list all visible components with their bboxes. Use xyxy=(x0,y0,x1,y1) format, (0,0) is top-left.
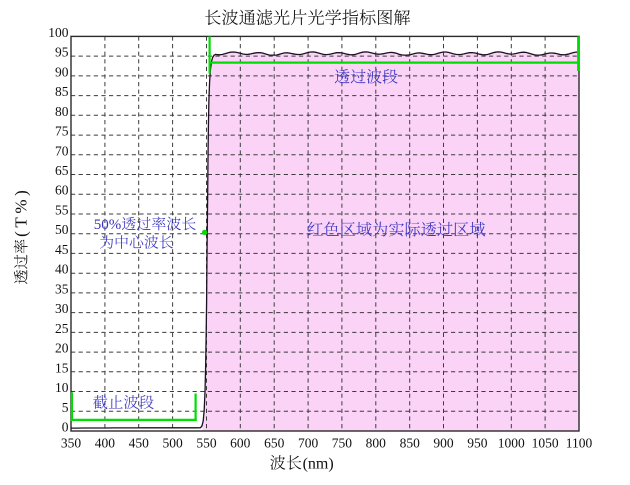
svg-text:5: 5 xyxy=(62,400,69,415)
svg-text:55: 55 xyxy=(55,203,69,218)
svg-text:900: 900 xyxy=(433,436,454,451)
svg-text:600: 600 xyxy=(230,436,251,451)
svg-text:550: 550 xyxy=(196,436,217,451)
svg-text:450: 450 xyxy=(129,436,150,451)
svg-text:750: 750 xyxy=(332,436,353,451)
svg-text:45: 45 xyxy=(55,242,69,257)
svg-text:1050: 1050 xyxy=(532,436,559,451)
svg-text:95: 95 xyxy=(55,45,69,60)
svg-text:85: 85 xyxy=(55,84,69,99)
svg-text:1000: 1000 xyxy=(498,436,525,451)
svg-text:700: 700 xyxy=(298,436,319,451)
svg-text:850: 850 xyxy=(400,436,421,451)
svg-text:400: 400 xyxy=(95,436,116,451)
svg-text:65: 65 xyxy=(55,163,69,178)
svg-text:(nm): (nm) xyxy=(303,456,334,473)
svg-text:800: 800 xyxy=(366,436,387,451)
svg-text:75: 75 xyxy=(55,124,69,139)
svg-text:80: 80 xyxy=(55,104,69,119)
svg-text:25: 25 xyxy=(55,321,69,336)
svg-text:350: 350 xyxy=(61,436,82,451)
svg-text:10: 10 xyxy=(55,380,69,395)
svg-text:100: 100 xyxy=(48,25,69,40)
svg-text:(T%): (T%) xyxy=(12,187,31,237)
svg-text:1100: 1100 xyxy=(566,436,593,451)
svg-text:650: 650 xyxy=(264,436,285,451)
svg-text:40: 40 xyxy=(55,262,69,277)
svg-text:30: 30 xyxy=(55,301,69,316)
svg-text:50: 50 xyxy=(55,222,69,237)
svg-text:950: 950 xyxy=(467,436,488,451)
svg-text:500: 500 xyxy=(162,436,183,451)
svg-text:15: 15 xyxy=(55,360,69,375)
svg-text:20: 20 xyxy=(55,341,69,356)
svg-text:0: 0 xyxy=(62,420,69,435)
svg-text:60: 60 xyxy=(55,183,69,198)
svg-text:50%: 50% xyxy=(94,217,122,233)
svg-text:35: 35 xyxy=(55,281,69,296)
svg-text:90: 90 xyxy=(55,64,69,79)
svg-text:70: 70 xyxy=(55,143,69,158)
